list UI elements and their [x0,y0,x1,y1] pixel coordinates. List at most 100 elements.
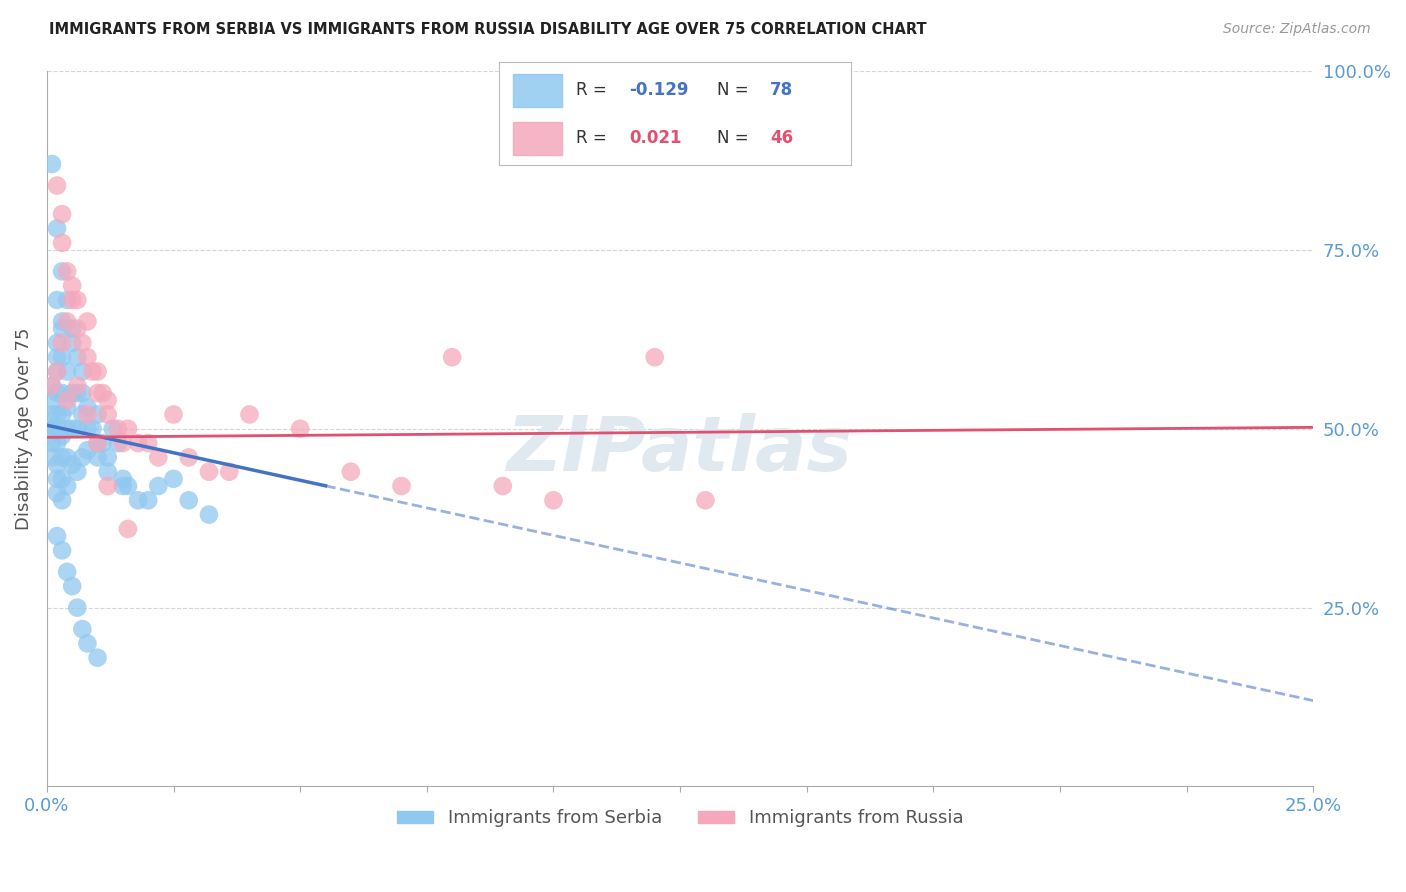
Point [56,422,79,436]
Point [76,408,98,422]
Point [86,386,108,401]
Point [51,472,73,486]
Point [72,335,94,350]
Point [60,386,83,401]
Point [51,335,73,350]
Point [46,422,69,436]
Point [86,650,108,665]
Legend: Immigrants from Serbia, Immigrants from Russia: Immigrants from Serbia, Immigrants from … [389,802,970,835]
Point [72,386,94,401]
Y-axis label: Disability Age Over 75: Disability Age Over 75 [15,327,32,530]
Point [41,379,63,393]
Point [60,579,83,593]
Point [198,465,221,479]
Point [46,436,69,450]
Point [76,443,98,458]
Point [127,493,149,508]
Point [82,422,104,436]
Point [56,479,79,493]
Point [66,321,89,335]
Point [86,408,108,422]
Point [60,335,83,350]
Point [107,436,129,450]
Point [136,436,159,450]
Point [51,386,73,401]
Point [46,386,69,401]
Point [56,393,79,408]
Point [91,436,114,450]
Point [76,636,98,650]
Point [41,436,63,450]
Point [60,293,83,307]
Point [56,264,79,278]
Text: ZIPatlas: ZIPatlas [508,413,853,487]
Point [66,422,89,436]
Text: N =: N = [717,80,754,99]
Point [46,350,69,364]
Text: N =: N = [717,128,754,147]
Point [72,450,94,465]
Point [91,386,114,401]
Point [46,408,69,422]
Point [41,422,63,436]
Point [51,493,73,508]
Point [162,472,184,486]
Point [117,522,139,536]
Point [391,479,413,493]
Point [136,493,159,508]
Point [97,450,120,465]
Point [72,622,94,636]
Text: R =: R = [576,80,613,99]
Text: R =: R = [576,128,613,147]
Point [56,365,79,379]
Point [46,293,69,307]
Point [41,393,63,408]
Point [60,278,83,293]
Point [76,314,98,328]
Point [97,479,120,493]
Point [41,422,63,436]
FancyBboxPatch shape [513,122,562,155]
Point [72,365,94,379]
Point [56,401,79,415]
Point [107,422,129,436]
Point [76,422,98,436]
Point [86,450,108,465]
Point [82,365,104,379]
Point [340,465,363,479]
Point [60,458,83,472]
Text: 46: 46 [770,128,793,147]
Point [441,350,464,364]
Point [86,436,108,450]
Point [162,408,184,422]
Point [51,543,73,558]
Point [238,408,260,422]
Point [111,479,134,493]
Point [492,479,515,493]
Point [127,436,149,450]
Point [46,529,69,543]
Point [56,314,79,328]
Point [46,365,69,379]
Point [41,450,63,465]
Point [66,386,89,401]
Point [76,401,98,415]
Point [111,472,134,486]
Point [101,422,124,436]
Point [111,436,134,450]
Point [56,450,79,465]
Text: IMMIGRANTS FROM SERBIA VS IMMIGRANTS FROM RUSSIA DISABILITY AGE OVER 75 CORRELAT: IMMIGRANTS FROM SERBIA VS IMMIGRANTS FRO… [49,22,927,37]
Text: 0.021: 0.021 [630,128,682,147]
Point [41,408,63,422]
Point [97,465,120,479]
Point [66,350,89,364]
Point [51,429,73,443]
Point [51,350,73,364]
Point [46,365,69,379]
Text: 78: 78 [770,80,793,99]
Point [46,335,69,350]
Point [543,493,565,508]
Point [86,365,108,379]
Point [51,235,73,250]
Point [288,422,311,436]
